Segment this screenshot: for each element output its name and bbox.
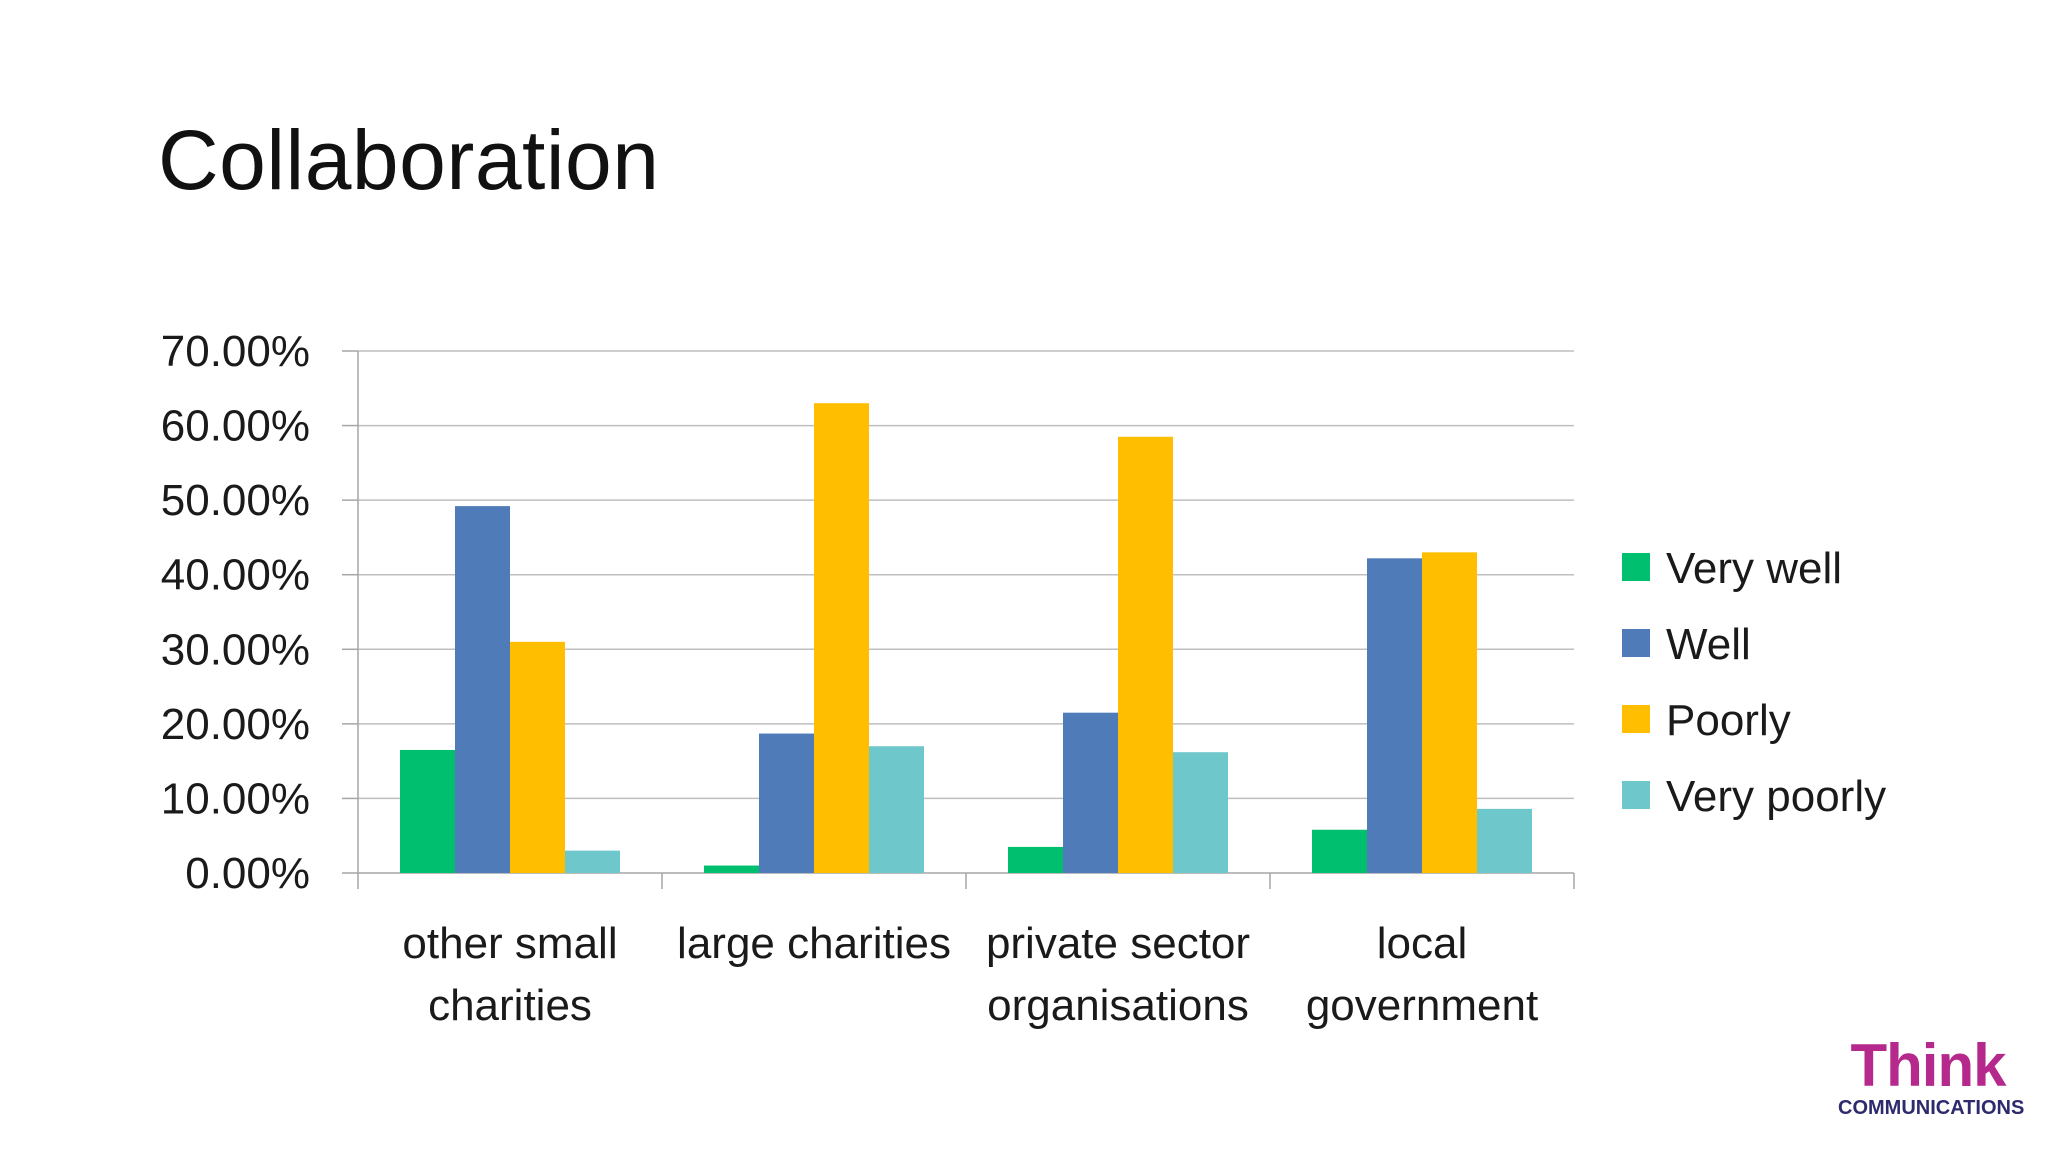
bar-very-poorly [1173,752,1228,873]
y-tick-label: 30.00% [161,625,310,674]
x-category-label: other small charities [402,919,617,1030]
bar-very-well [400,749,455,873]
y-tick-label: 20.00% [161,700,310,749]
x-category-label: large charities [677,919,951,968]
legend-swatch [1622,553,1650,581]
bar-very-well [1312,829,1367,873]
bar-very-well [704,865,759,873]
bar-well [455,506,510,873]
bar-well [1063,712,1118,873]
x-category-label: private sector organisations [986,919,1250,1030]
y-tick-label: 60.00% [161,402,310,451]
y-tick-label: 70.00% [161,327,310,376]
y-tick-label: 50.00% [161,476,310,525]
x-category-label: local government [1306,919,1538,1030]
bar-very-well [1008,846,1063,873]
logo-subtitle: COMMUNICATIONS [1838,1097,2025,1119]
y-tick-label: 40.00% [161,551,310,600]
bar-poorly [510,641,565,873]
legend-swatch [1622,705,1650,733]
bar-poorly [814,403,869,873]
slide-title: Collaboration [158,113,660,207]
bar-very-poorly [1477,808,1532,873]
bar-very-poorly [565,850,620,873]
legend-label: Well [1666,620,1751,669]
y-tick-label: 10.00% [161,774,310,823]
legend-label: Poorly [1666,696,1791,745]
think-communications-logo: Think COMMUNICATIONS [1838,1032,2025,1119]
legend-label: Very well [1666,544,1842,593]
bar-well [759,733,814,873]
legend-label: Very poorly [1666,772,1886,821]
legend-swatch [1622,629,1650,657]
logo-word: Think [1850,1032,2007,1099]
bar-very-poorly [869,746,924,873]
bar-well [1367,558,1422,873]
bar-poorly [1118,436,1173,873]
bar-poorly [1422,552,1477,873]
y-tick-label: 0.00% [185,849,310,898]
legend-swatch [1622,781,1650,809]
